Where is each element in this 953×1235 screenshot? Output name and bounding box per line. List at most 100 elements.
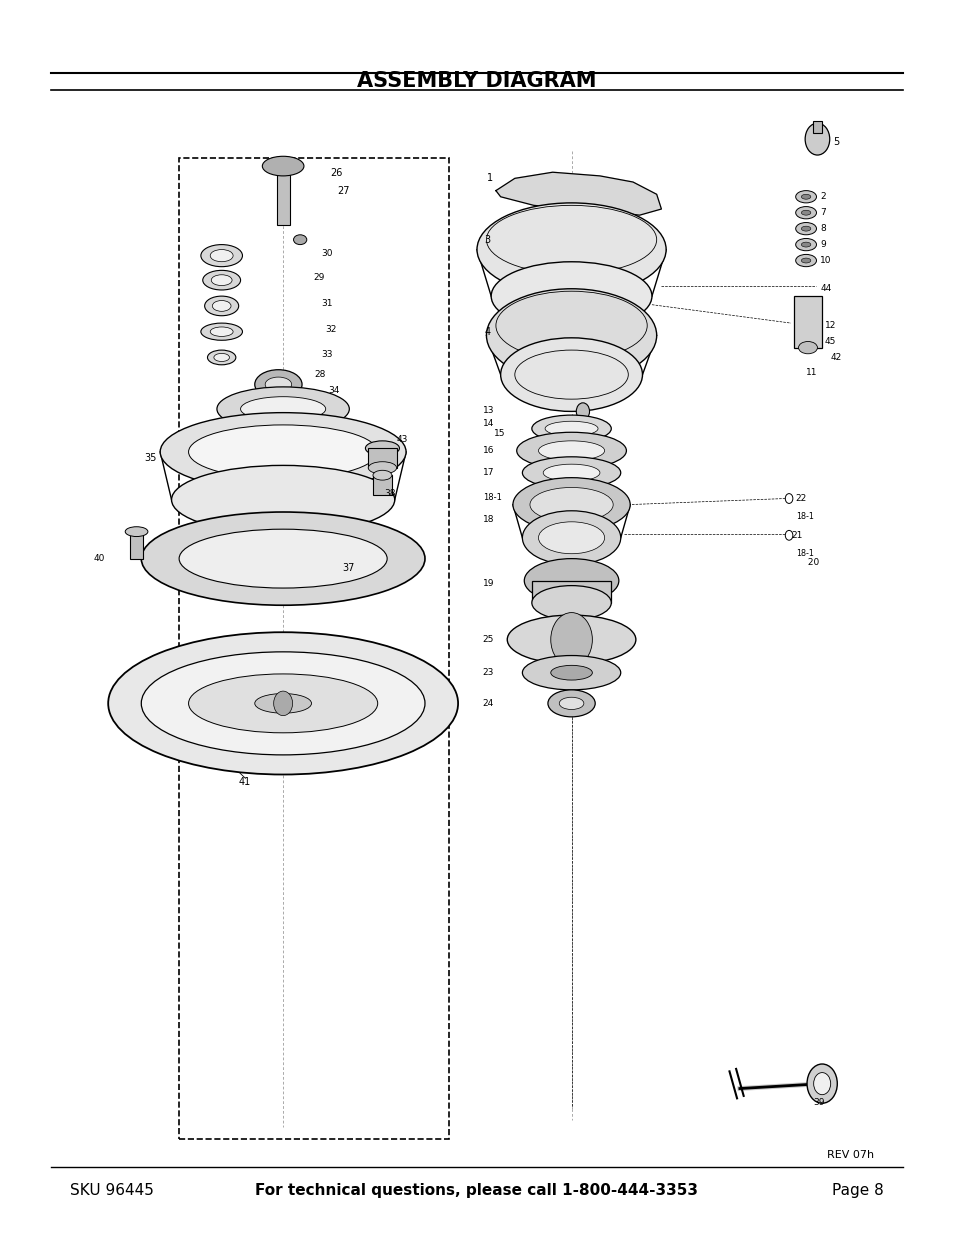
Ellipse shape — [294, 235, 307, 245]
Ellipse shape — [522, 511, 620, 564]
Text: 17: 17 — [482, 468, 494, 477]
Text: 13: 13 — [482, 405, 494, 415]
Ellipse shape — [795, 206, 816, 219]
Ellipse shape — [524, 558, 618, 603]
Ellipse shape — [141, 513, 424, 605]
Circle shape — [806, 1065, 837, 1103]
Text: 37: 37 — [342, 563, 355, 573]
Ellipse shape — [160, 412, 406, 492]
Bar — [793, 296, 821, 347]
Text: 21: 21 — [790, 531, 801, 540]
Text: 20: 20 — [804, 558, 819, 567]
Ellipse shape — [254, 369, 302, 399]
Text: 26: 26 — [330, 168, 342, 178]
Text: 33: 33 — [320, 351, 332, 359]
Ellipse shape — [368, 462, 396, 474]
Ellipse shape — [365, 441, 399, 456]
Ellipse shape — [210, 249, 233, 262]
Ellipse shape — [201, 324, 242, 341]
Bar — [531, 580, 611, 603]
Ellipse shape — [262, 157, 304, 175]
Ellipse shape — [801, 194, 810, 199]
Ellipse shape — [213, 300, 231, 311]
Text: 38: 38 — [384, 489, 395, 498]
Ellipse shape — [542, 464, 599, 482]
Bar — [812, 121, 821, 133]
Ellipse shape — [507, 615, 636, 664]
Text: 27: 27 — [336, 185, 349, 195]
Circle shape — [550, 613, 592, 667]
Ellipse shape — [530, 488, 613, 522]
Ellipse shape — [491, 262, 651, 331]
Text: 35: 35 — [144, 453, 156, 463]
Ellipse shape — [795, 190, 816, 203]
Ellipse shape — [558, 698, 583, 709]
Ellipse shape — [172, 466, 395, 534]
Ellipse shape — [210, 327, 233, 336]
Text: ASSEMBLY DIAGRAM: ASSEMBLY DIAGRAM — [356, 72, 597, 91]
Ellipse shape — [203, 270, 240, 290]
Ellipse shape — [207, 350, 235, 364]
Text: 4: 4 — [484, 327, 490, 337]
Ellipse shape — [254, 694, 312, 713]
Text: 1: 1 — [486, 173, 492, 183]
Text: REV 07h: REV 07h — [826, 1150, 873, 1160]
Text: 25: 25 — [482, 635, 494, 645]
Text: SKU 96445: SKU 96445 — [71, 1183, 154, 1198]
Text: 23: 23 — [482, 668, 494, 677]
Text: 18: 18 — [482, 515, 494, 524]
Ellipse shape — [500, 338, 641, 411]
Text: 18-1: 18-1 — [482, 493, 501, 501]
Text: Page 8: Page 8 — [831, 1183, 882, 1198]
Ellipse shape — [522, 457, 620, 489]
Text: 44: 44 — [820, 284, 831, 293]
Ellipse shape — [486, 289, 656, 382]
Text: 39: 39 — [813, 1098, 824, 1107]
Ellipse shape — [801, 226, 810, 231]
Text: 28: 28 — [314, 370, 325, 379]
Circle shape — [576, 403, 589, 420]
Ellipse shape — [801, 210, 810, 215]
Text: For technical questions, please call 1-800-444-3353: For technical questions, please call 1-8… — [255, 1183, 698, 1198]
Bar — [373, 475, 392, 495]
Text: 14: 14 — [482, 419, 494, 429]
Polygon shape — [496, 172, 660, 215]
Ellipse shape — [795, 222, 816, 235]
Circle shape — [804, 124, 829, 156]
Circle shape — [274, 692, 293, 715]
Ellipse shape — [476, 203, 665, 296]
Ellipse shape — [189, 674, 377, 732]
Ellipse shape — [547, 690, 595, 716]
Ellipse shape — [373, 471, 392, 480]
Ellipse shape — [537, 522, 604, 553]
Ellipse shape — [179, 529, 387, 588]
Text: 3: 3 — [484, 235, 490, 245]
Ellipse shape — [801, 258, 810, 263]
Text: 7: 7 — [820, 209, 825, 217]
Text: 9: 9 — [820, 240, 825, 249]
Text: 42: 42 — [830, 353, 841, 362]
Ellipse shape — [240, 396, 325, 421]
Text: 40: 40 — [94, 555, 105, 563]
Text: 15: 15 — [494, 429, 505, 438]
Text: 29: 29 — [314, 273, 324, 283]
Text: 18-1: 18-1 — [795, 513, 813, 521]
Ellipse shape — [531, 585, 611, 620]
Ellipse shape — [216, 387, 349, 431]
Text: 24: 24 — [482, 699, 494, 708]
Text: 8: 8 — [820, 224, 825, 233]
Ellipse shape — [189, 425, 377, 479]
Ellipse shape — [141, 652, 424, 755]
Text: 41: 41 — [238, 777, 251, 787]
Text: 22: 22 — [795, 494, 806, 503]
Ellipse shape — [798, 342, 817, 353]
Text: 43: 43 — [396, 435, 408, 445]
Ellipse shape — [211, 274, 232, 285]
Text: 18-1: 18-1 — [795, 550, 813, 558]
Ellipse shape — [108, 632, 457, 774]
Text: 45: 45 — [824, 337, 836, 346]
Text: 2: 2 — [820, 193, 825, 201]
Ellipse shape — [531, 415, 611, 442]
Ellipse shape — [544, 421, 598, 436]
Bar — [368, 448, 396, 468]
